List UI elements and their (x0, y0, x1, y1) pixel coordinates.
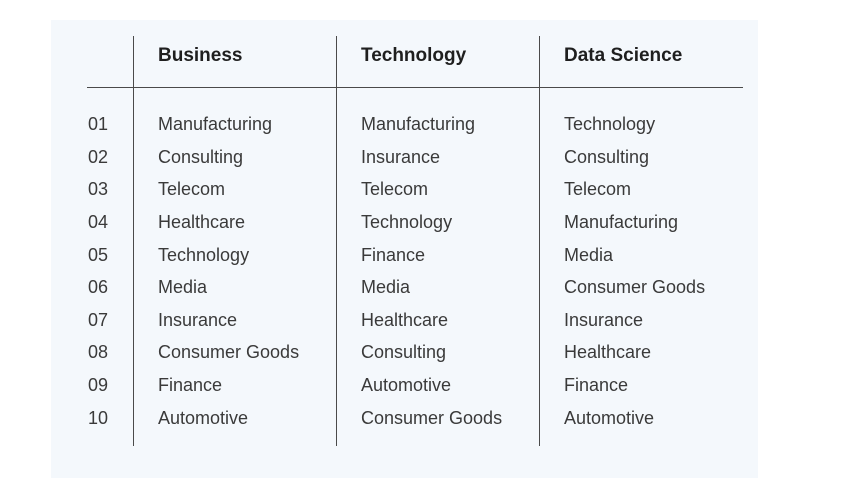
rank-number: 07 (88, 310, 109, 330)
data-science-cell: Insurance (564, 310, 644, 330)
business-cell: Consumer Goods (158, 342, 300, 362)
rank-number: 02 (88, 147, 109, 167)
business-cell: Automotive (158, 408, 249, 428)
table-row: 08 Consumer Goods Consulting Healthcare (0, 340, 850, 373)
business-cell: Insurance (158, 310, 238, 330)
data-science-cell: Automotive (564, 408, 655, 428)
technology-cell: Media (361, 277, 411, 297)
header-technology: Technology (361, 45, 467, 66)
business-cell: Finance (158, 375, 223, 395)
table-row: 10 Automotive Consumer Goods Automotive (0, 406, 850, 439)
rank-number: 05 (88, 245, 109, 265)
rank-number: 06 (88, 277, 109, 297)
technology-cell: Finance (361, 245, 426, 265)
business-cell: Manufacturing (158, 114, 273, 134)
business-cell: Healthcare (158, 212, 246, 232)
technology-cell: Consulting (361, 342, 447, 362)
table-row: 06 Media Media Consumer Goods (0, 275, 850, 308)
business-cell: Media (158, 277, 208, 297)
column-divider (133, 36, 134, 446)
rank-number: 10 (88, 408, 109, 428)
data-science-cell: Finance (564, 375, 629, 395)
table-row: 02 Consulting Insurance Consulting (0, 145, 850, 178)
technology-cell: Consumer Goods (361, 408, 503, 428)
technology-cell: Telecom (361, 179, 429, 199)
data-science-cell: Consulting (564, 147, 650, 167)
table-row: 04 Healthcare Technology Manufacturing (0, 210, 850, 243)
data-science-cell: Consumer Goods (564, 277, 706, 297)
rank-number: 04 (88, 212, 109, 232)
rank-number: 01 (88, 114, 109, 134)
table-panel (51, 20, 758, 478)
table-row: 03 Telecom Telecom Telecom (0, 177, 850, 210)
header-rule (87, 87, 743, 88)
header-business: Business (158, 45, 243, 66)
table-row: 01 Manufacturing Manufacturing Technolog… (0, 112, 850, 145)
table-row: 09 Finance Automotive Finance (0, 373, 850, 406)
data-science-cell: Healthcare (564, 342, 652, 362)
business-cell: Telecom (158, 179, 226, 199)
rank-number: 08 (88, 342, 109, 362)
technology-cell: Healthcare (361, 310, 449, 330)
data-science-cell: Telecom (564, 179, 632, 199)
data-science-cell: Manufacturing (564, 212, 679, 232)
technology-cell: Automotive (361, 375, 452, 395)
rank-number: 03 (88, 179, 109, 199)
business-cell: Consulting (158, 147, 244, 167)
table-row: 05 Technology Finance Media (0, 243, 850, 276)
column-divider (539, 36, 540, 446)
table-row: 07 Insurance Healthcare Insurance (0, 308, 850, 341)
technology-cell: Technology (361, 212, 453, 232)
column-divider (336, 36, 337, 446)
data-science-cell: Media (564, 245, 614, 265)
header-data-science: Data Science (564, 45, 683, 66)
data-science-cell: Technology (564, 114, 656, 134)
technology-cell: Insurance (361, 147, 441, 167)
rank-number: 09 (88, 375, 109, 395)
technology-cell: Manufacturing (361, 114, 476, 134)
business-cell: Technology (158, 245, 250, 265)
